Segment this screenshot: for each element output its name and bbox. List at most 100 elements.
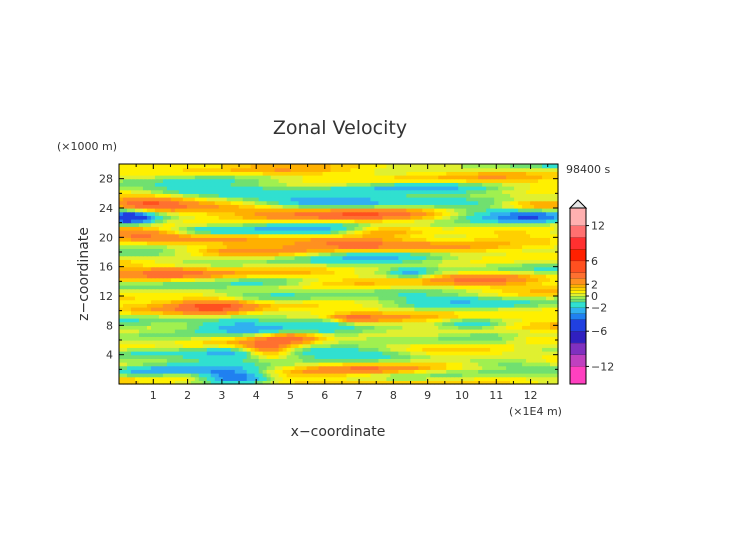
field-cell	[550, 274, 555, 279]
field-cell	[518, 343, 523, 348]
field-cell	[290, 354, 296, 359]
field-cell	[254, 226, 260, 231]
field-cell	[510, 259, 515, 264]
field-cell	[266, 237, 272, 242]
field-cell	[426, 274, 431, 279]
field-cell	[410, 296, 415, 301]
field-cell	[126, 288, 132, 293]
field-cell	[442, 376, 447, 381]
field-cell	[490, 296, 495, 301]
field-cell	[482, 310, 487, 315]
field-cell	[222, 332, 228, 337]
field-cell	[206, 252, 212, 257]
field-cell	[318, 336, 324, 341]
field-cell	[470, 263, 475, 268]
field-cell	[254, 329, 260, 334]
field-cell	[119, 380, 124, 385]
field-cell	[406, 270, 411, 275]
field-cell	[470, 274, 475, 279]
field-cell	[506, 354, 511, 359]
field-cell	[250, 255, 256, 260]
field-cell	[550, 318, 555, 323]
field-cell	[338, 222, 344, 227]
field-cell	[306, 351, 312, 356]
field-cell	[310, 296, 316, 301]
field-cell	[506, 248, 511, 253]
field-cell	[306, 347, 312, 352]
field-cell	[374, 270, 380, 275]
field-cell	[342, 373, 348, 378]
field-cell	[150, 318, 156, 323]
field-cell	[366, 376, 372, 381]
field-cell	[458, 318, 463, 323]
field-cell	[506, 369, 511, 374]
field-cell	[462, 219, 467, 224]
field-cell	[170, 230, 176, 235]
field-cell	[350, 285, 356, 290]
field-cell	[358, 237, 364, 242]
field-cell	[358, 241, 364, 246]
field-cell	[119, 274, 124, 279]
field-cell	[490, 325, 495, 330]
field-cell	[458, 365, 463, 370]
field-cell	[190, 347, 196, 352]
field-cell	[218, 241, 224, 246]
field-cell	[306, 281, 312, 286]
field-cell	[450, 343, 455, 348]
field-cell	[362, 376, 368, 381]
field-cell	[542, 325, 547, 330]
field-cell	[214, 237, 220, 242]
field-cell	[502, 255, 507, 260]
field-cell	[370, 292, 376, 297]
field-cell	[282, 233, 288, 238]
field-cell	[182, 233, 188, 238]
field-cell	[478, 226, 483, 231]
field-cell	[434, 255, 439, 260]
field-cell	[166, 233, 172, 238]
field-cell	[258, 380, 264, 385]
field-cell	[474, 332, 479, 337]
field-cell	[554, 362, 559, 367]
field-cell	[338, 219, 344, 224]
field-cell	[274, 321, 280, 326]
field-cell	[526, 270, 531, 275]
field-cell	[302, 292, 308, 297]
field-cell	[470, 321, 475, 326]
field-cell	[122, 343, 128, 348]
field-cell	[494, 263, 499, 268]
field-cell	[294, 248, 300, 253]
field-cell	[498, 307, 503, 312]
field-cell	[546, 244, 551, 249]
field-cell	[370, 230, 376, 235]
field-cell	[138, 237, 144, 242]
field-cell	[134, 230, 140, 235]
field-cell	[366, 285, 372, 290]
field-cell	[194, 343, 200, 348]
field-cell	[182, 307, 188, 312]
field-cell	[158, 281, 164, 286]
field-cell	[390, 296, 395, 301]
field-cell	[186, 380, 192, 385]
field-cell	[494, 310, 499, 315]
field-cell	[422, 252, 427, 257]
field-cell	[358, 299, 364, 304]
field-cell	[346, 332, 352, 337]
field-cell	[314, 325, 320, 330]
field-cell	[342, 288, 348, 293]
field-cell	[422, 226, 427, 231]
field-cell	[122, 270, 128, 275]
field-cell	[498, 270, 503, 275]
field-cell	[202, 307, 208, 312]
field-cell	[166, 354, 172, 359]
field-cell	[262, 266, 268, 271]
field-cell	[466, 244, 471, 249]
field-cell	[222, 252, 228, 257]
field-cell	[238, 288, 244, 293]
field-cell	[310, 358, 316, 363]
field-cell	[490, 244, 495, 249]
field-cell	[250, 270, 256, 275]
field-cell	[342, 237, 348, 242]
field-cell	[458, 285, 463, 290]
field-cell	[386, 351, 391, 356]
field-cell	[182, 358, 188, 363]
